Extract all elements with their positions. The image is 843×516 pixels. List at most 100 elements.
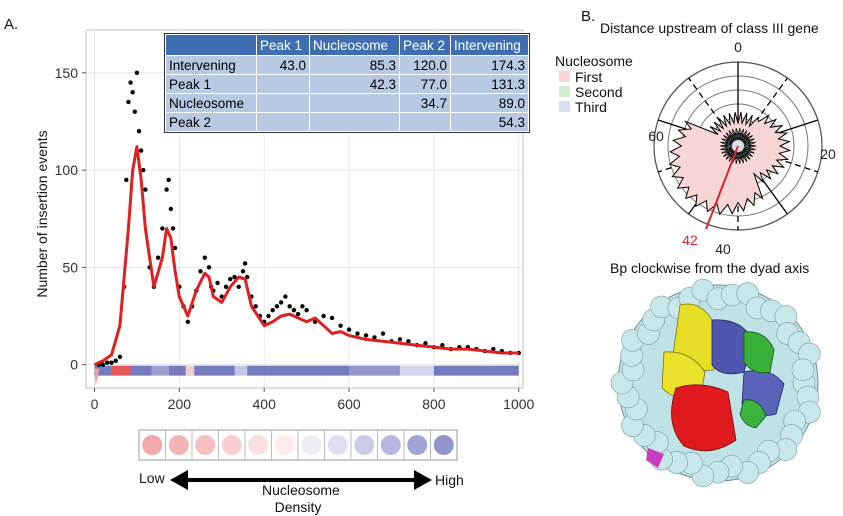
density-strip-segment xyxy=(194,365,235,376)
table-row-header: Nucleosome xyxy=(165,93,257,113)
table-row-header: Peak 1 xyxy=(165,74,257,94)
data-point xyxy=(170,226,176,231)
data-point xyxy=(113,358,118,363)
x-tick-label: 600 xyxy=(337,396,361,412)
data-point xyxy=(109,360,114,365)
data-point xyxy=(266,313,271,319)
data-point xyxy=(295,311,301,317)
data-point xyxy=(300,304,305,309)
data-point xyxy=(138,148,144,153)
table-cell: 54.3 xyxy=(450,112,529,132)
table-row: Intervening 43.0 85.3 120.0 174.3 xyxy=(165,55,529,75)
data-point xyxy=(223,284,229,290)
data-point xyxy=(136,128,142,134)
legend-swatch xyxy=(559,101,570,112)
legend-label: First xyxy=(575,68,603,85)
data-point xyxy=(100,362,106,367)
data-point xyxy=(329,315,335,321)
table-cell: 34.7 xyxy=(399,93,451,113)
legend-swatch xyxy=(559,86,570,97)
y-axis-label: Number of insertion events xyxy=(34,130,50,298)
data-point xyxy=(130,90,135,95)
data-point xyxy=(397,337,403,342)
table-cell: 120.0 xyxy=(399,55,451,75)
data-point xyxy=(155,255,161,260)
table-cell: 42.3 xyxy=(309,74,400,94)
density-strip-segment xyxy=(111,365,131,376)
density-strip-segment xyxy=(151,365,169,376)
data-point xyxy=(338,323,343,328)
panel-a-label: A. xyxy=(4,16,19,33)
density-low-label: Low xyxy=(139,470,165,486)
data-point xyxy=(198,269,203,274)
data-point xyxy=(321,313,326,319)
data-point xyxy=(160,226,165,231)
data-point xyxy=(423,341,428,346)
polar-title: Distance upstream of class III gene xyxy=(600,20,819,36)
table-row-header: Peak 2 xyxy=(165,112,257,132)
density-strip-segment xyxy=(247,365,350,376)
distance-table: Peak 1 Nucleosome Peak 2 Intervening Int… xyxy=(164,33,530,133)
table-row: Peak 1 42.3 77.0 131.3 xyxy=(165,74,529,94)
density-strip-segment xyxy=(349,365,400,376)
y-tick-label: 50 xyxy=(62,259,78,275)
density-strip-segment xyxy=(94,365,112,376)
data-point xyxy=(168,206,174,212)
data-point xyxy=(363,333,369,338)
density-strip-segment xyxy=(433,365,519,376)
data-point xyxy=(117,354,123,360)
data-point xyxy=(291,307,297,313)
data-point xyxy=(253,304,258,309)
table-row: Nucleosome 34.7 89.0 xyxy=(165,93,529,113)
data-point xyxy=(440,342,445,348)
data-point xyxy=(283,294,288,299)
data-point xyxy=(274,304,280,309)
panel-b-label: B. xyxy=(581,8,596,25)
table-header-cell: Peak 2 xyxy=(399,34,451,56)
data-point xyxy=(143,187,148,192)
table-header-cell: Intervening xyxy=(450,34,529,56)
data-point xyxy=(228,276,233,282)
legend-label: Second xyxy=(575,83,623,100)
density-strip-segment xyxy=(130,365,152,376)
y-tick-label: 100 xyxy=(55,162,79,178)
density-strip-segment xyxy=(234,365,248,376)
data-point xyxy=(132,109,137,114)
x-tick-label: 1000 xyxy=(503,396,534,412)
table-cell: 85.3 xyxy=(309,55,400,75)
density-strip-segment xyxy=(168,365,186,376)
table-cell xyxy=(309,112,400,132)
density-strip-marker xyxy=(94,368,100,387)
x-tick-label: 200 xyxy=(168,396,192,412)
data-point xyxy=(124,177,129,183)
data-point xyxy=(346,327,352,332)
table-row-header: Intervening xyxy=(165,55,257,75)
data-point xyxy=(240,269,246,274)
x-tick-label: 400 xyxy=(253,396,277,412)
legend-item-second: Second xyxy=(559,83,633,100)
table-header-row: Peak 1 Nucleosome Peak 2 Intervening xyxy=(165,34,529,56)
table-cell: 77.0 xyxy=(399,74,451,94)
table-cell: 89.0 xyxy=(450,93,529,113)
data-point xyxy=(126,99,131,105)
data-point xyxy=(236,284,241,290)
legend-label: Third xyxy=(575,98,607,115)
table-header-cell: Nucleosome xyxy=(309,34,400,56)
table-header-cell xyxy=(165,34,257,56)
table-cell xyxy=(256,112,310,132)
smooth-fit-line xyxy=(93,145,519,367)
distance-table-wrapper: Peak 1 Nucleosome Peak 2 Intervening Int… xyxy=(164,33,530,133)
y-tick-label: 0 xyxy=(70,357,78,373)
data-point xyxy=(128,80,133,85)
data-point xyxy=(202,255,207,260)
table-cell xyxy=(256,74,310,94)
legend-item-first: First xyxy=(559,68,633,85)
table-cell: 174.3 xyxy=(450,55,529,75)
data-point xyxy=(278,300,284,305)
table-row: Peak 2 54.3 xyxy=(165,112,529,132)
data-point xyxy=(185,319,191,325)
data-point xyxy=(141,167,146,173)
data-point xyxy=(166,177,171,183)
table-cell: 131.3 xyxy=(450,74,529,94)
data-point xyxy=(172,245,178,251)
